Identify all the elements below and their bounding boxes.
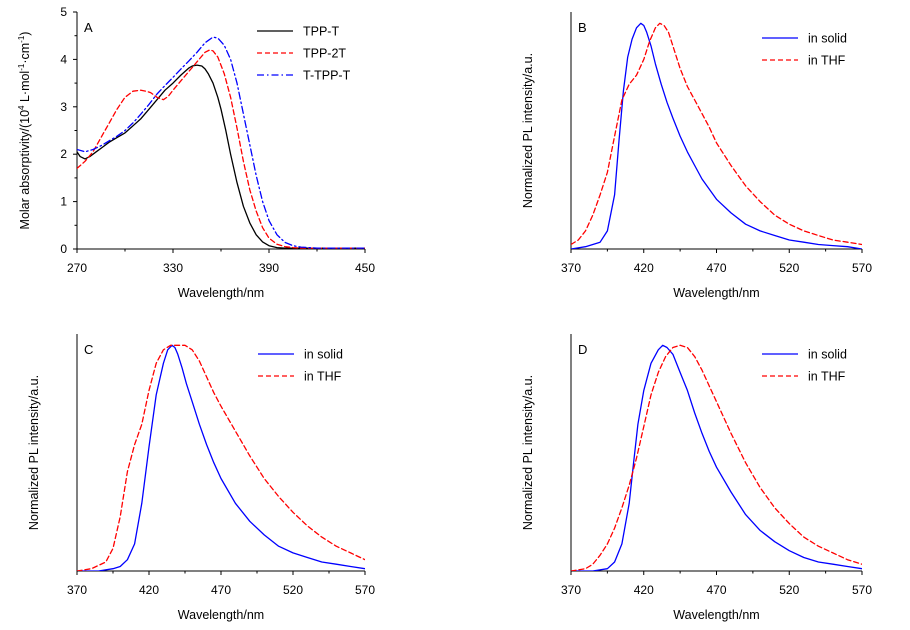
legend-label: in solid: [808, 32, 847, 46]
x-tick-label: 520: [779, 261, 799, 275]
x-tick-label: 370: [561, 261, 581, 275]
series-line-in-solid: [77, 344, 365, 571]
x-tick-label: 470: [211, 583, 231, 597]
y-tick-label: 1: [60, 195, 67, 209]
x-tick-label: 370: [67, 583, 87, 597]
x-axis-title: Wavelength/nm: [178, 608, 264, 622]
y-tick-label: 5: [60, 5, 67, 19]
panel-c: 370 420 470 520 570 Wavelength/nm Normalized P…: [27, 334, 375, 622]
panel-letter: C: [84, 342, 93, 357]
x-axis-title: Wavelength/nm: [673, 608, 759, 622]
y-tick-label: 2: [60, 147, 67, 161]
legend-label: in THF: [304, 370, 342, 384]
y-axis-title: Normalized PL intensity/a.u.: [521, 375, 535, 530]
x-tick-label: 420: [634, 583, 654, 597]
x-tick-label: 470: [706, 583, 726, 597]
legend-label: TPP-T: [303, 25, 339, 39]
panel-letter: D: [578, 342, 587, 357]
series-line-in-thf: [77, 344, 365, 571]
y-tick-label: 3: [60, 100, 67, 114]
legend-label: in THF: [808, 370, 846, 384]
y-tick-label: 4: [60, 52, 67, 66]
panel-b: 370 420 470 520 570 Wavelength/nm Normalized P…: [521, 12, 872, 300]
x-tick-label: 520: [283, 583, 303, 597]
x-tick-label: 450: [355, 261, 375, 275]
x-tick-label: 370: [561, 583, 581, 597]
series-line-in-thf: [571, 344, 862, 571]
x-tick-label: 390: [259, 261, 279, 275]
series-line-in-thf: [571, 22, 862, 246]
legend-label: TPP-2T: [303, 47, 346, 61]
panel-a: 270 330 390 450 0 1 2 3 4 5 Wavelength/nm Molar abs…: [17, 5, 375, 300]
legend-label: in solid: [808, 348, 847, 362]
x-tick-label: 520: [779, 583, 799, 597]
x-tick-label: 570: [852, 261, 872, 275]
x-tick-label: 330: [163, 261, 183, 275]
x-tick-label: 470: [706, 261, 726, 275]
y-axis-title: Molar absorptivity/(104 L·mol-1·cm-1): [17, 32, 32, 230]
x-tick-label: 570: [355, 583, 375, 597]
x-axis-title: Wavelength/nm: [673, 286, 759, 300]
series-line-in-solid: [571, 22, 862, 249]
panel-letter: A: [84, 20, 93, 35]
series-line-tpp-t: [77, 64, 365, 249]
legend-label: in THF: [808, 54, 846, 68]
legend-label: T-TPP-T: [303, 69, 351, 83]
x-tick-label: 270: [67, 261, 87, 275]
panel-d: 370 420 470 520 570 Wavelength/nm Normalized P…: [521, 334, 872, 622]
series-line-in-solid: [571, 344, 862, 571]
x-tick-label: 420: [634, 261, 654, 275]
x-tick-label: 420: [139, 583, 159, 597]
legend-label: in solid: [304, 348, 343, 362]
x-tick-label: 570: [852, 583, 872, 597]
y-tick-label: 0: [60, 242, 67, 256]
series-line-t-tpp-t: [77, 36, 365, 249]
series-line-tpp-2t: [77, 49, 365, 249]
y-axis-title: Normalized PL intensity/a.u.: [521, 53, 535, 208]
x-axis-title: Wavelength/nm: [178, 286, 264, 300]
panel-letter: B: [578, 20, 587, 35]
y-axis-title: Normalized PL intensity/a.u.: [27, 375, 41, 530]
